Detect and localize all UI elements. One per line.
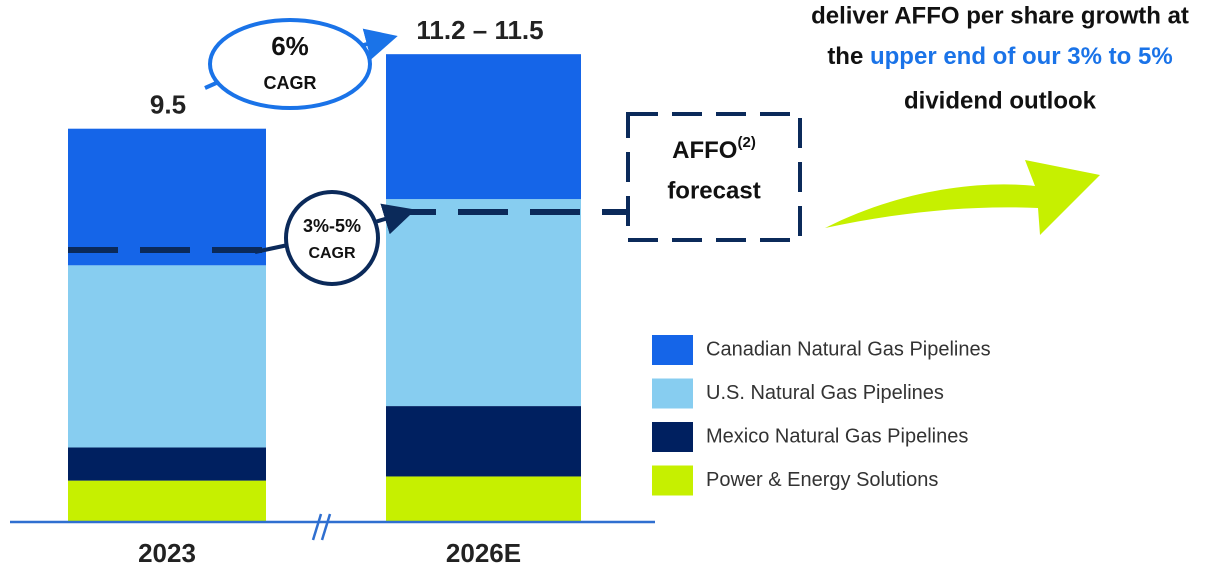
legend-label: U.S. Natural Gas Pipelines xyxy=(706,382,944,404)
x-tick-label: 2026E xyxy=(446,538,521,568)
bar-segment xyxy=(68,128,266,266)
total-label: 11.2 – 11.5 xyxy=(416,15,543,45)
headline: the upper end of our 3% to 5% xyxy=(827,43,1172,70)
legend-swatch xyxy=(652,422,693,452)
headline: deliver AFFO per share growth at xyxy=(811,2,1189,29)
forecast-text: AFFO xyxy=(672,137,737,164)
cagr-value: 3%-5% xyxy=(303,216,361,236)
bars: 9.5 2023 11.2 – 11.5 2026E xyxy=(68,15,581,568)
arrow xyxy=(374,203,416,235)
bar-segment xyxy=(386,476,581,522)
headline: dividend outlook xyxy=(904,87,1097,114)
forecast-box xyxy=(626,112,802,242)
cagr-circle xyxy=(284,190,380,286)
bar-segment xyxy=(386,54,581,200)
bar-segment xyxy=(68,265,266,448)
forecast-label: forecast xyxy=(667,177,760,204)
cagr-ellipse xyxy=(208,18,372,110)
cagr-value: 6% xyxy=(271,31,309,61)
legend-label: Mexico Natural Gas Pipelines xyxy=(706,425,968,447)
legend-swatch xyxy=(652,335,693,365)
headline-part: the xyxy=(827,43,863,70)
cagr-label: CAGR xyxy=(264,73,317,93)
forecast-label: AFFO(2) xyxy=(672,134,756,164)
bar-segment xyxy=(386,406,581,477)
legend-swatch xyxy=(652,378,693,409)
legend-swatch xyxy=(652,465,693,496)
arrow xyxy=(254,243,289,254)
bar-segment xyxy=(68,480,266,522)
legend-label: Power & Energy Solutions xyxy=(706,469,938,491)
legend: Canadian Natural Gas Pipelines U.S. Natur… xyxy=(652,335,991,496)
headline-highlight: upper end of our 3% to 5% xyxy=(870,43,1173,70)
forecast-sup: (2) xyxy=(737,134,755,151)
cagr-label: CAGR xyxy=(308,245,356,262)
total-label: 9.5 xyxy=(150,90,186,120)
bar-segment xyxy=(68,447,266,481)
growth-arrow xyxy=(825,160,1100,235)
legend-label: Canadian Natural Gas Pipelines xyxy=(706,338,991,360)
x-tick-label: 2023 xyxy=(138,538,196,568)
axis-break xyxy=(311,513,332,541)
bar-segment xyxy=(386,199,581,407)
